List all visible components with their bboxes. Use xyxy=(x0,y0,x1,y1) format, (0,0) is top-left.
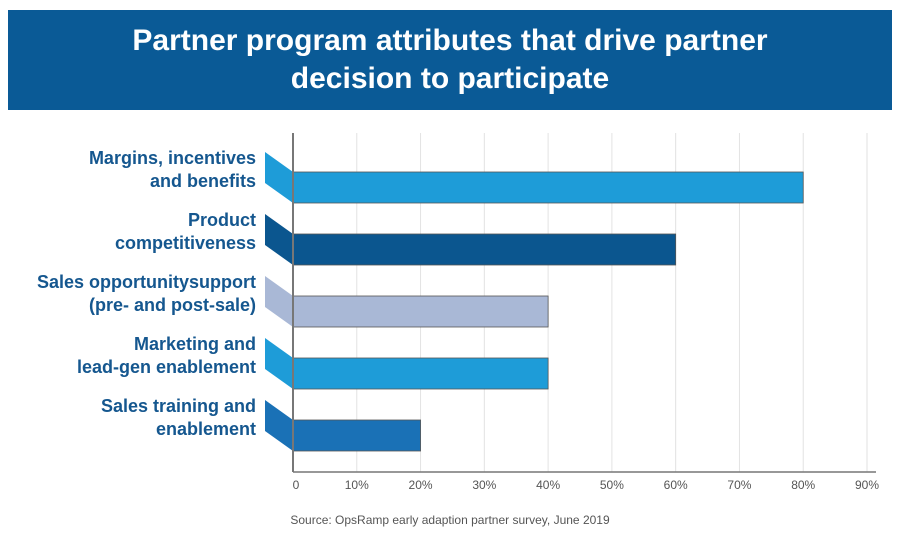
x-tick-label: 0 xyxy=(293,478,300,492)
x-tick-label: 30% xyxy=(472,478,496,492)
bar xyxy=(292,233,677,266)
category-label: Sales training and xyxy=(101,396,256,416)
x-tick-label: 50% xyxy=(600,478,624,492)
x-tick-label: 20% xyxy=(409,478,433,492)
bar-connector xyxy=(265,338,293,389)
category-label: Product xyxy=(188,210,256,230)
x-tick-label: 70% xyxy=(727,478,751,492)
source-note: Source: OpsRamp early adaption partner s… xyxy=(290,513,610,527)
x-tick-label: 40% xyxy=(536,478,560,492)
category-label: Margins, incentives xyxy=(89,148,256,168)
category-label: Marketing and xyxy=(134,334,256,354)
category-label: competitiveness xyxy=(115,233,256,253)
bar xyxy=(292,171,804,204)
x-tick-label: 10% xyxy=(345,478,369,492)
x-tick-label: 80% xyxy=(791,478,815,492)
category-label: lead-gen enablement xyxy=(77,357,256,377)
category-label: and benefits xyxy=(150,171,256,191)
bar-connector xyxy=(265,214,293,265)
bar-connector xyxy=(265,276,293,327)
category-label: Sales opportunitysupport xyxy=(37,272,256,292)
chart-title: Partner program attributes that drive pa… xyxy=(132,24,768,95)
bar-connector xyxy=(265,152,293,203)
category-label: (pre- and post-sale) xyxy=(89,295,256,315)
category-label: enablement xyxy=(156,419,256,439)
x-tick-label: 90% xyxy=(855,478,879,492)
bar xyxy=(292,357,549,390)
bar-connector xyxy=(265,400,293,451)
bar xyxy=(292,295,549,328)
title-banner: Partner program attributes that drive pa… xyxy=(8,10,892,110)
bar xyxy=(292,419,421,452)
x-tick-label: 60% xyxy=(664,478,688,492)
